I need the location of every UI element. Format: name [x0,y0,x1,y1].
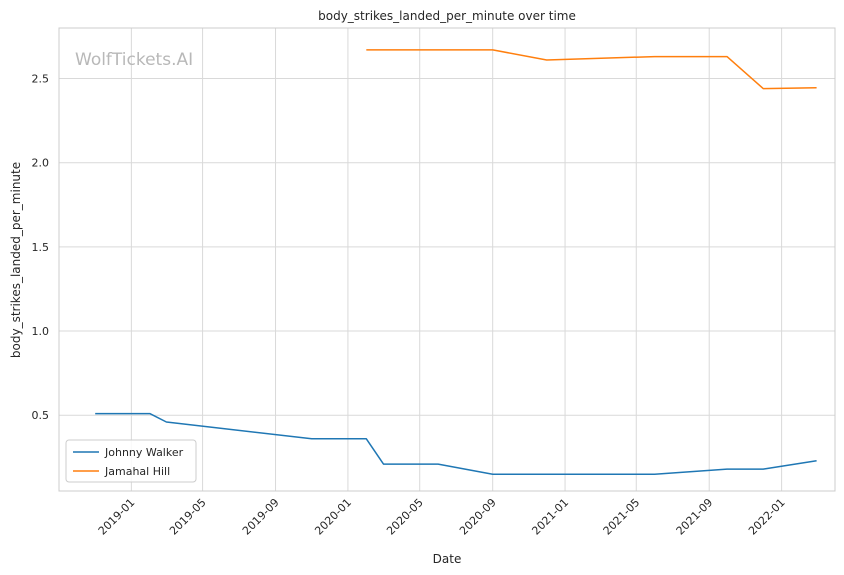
y-tick-label: 1.5 [32,241,50,254]
y-tick-label: 2.5 [32,73,50,86]
legend-label-jamahal-hill: Jamahal Hill [104,465,170,478]
chart-title: body_strikes_landed_per_minute over time [318,9,576,23]
y-tick-label: 1.0 [32,325,50,338]
plot-frame [58,27,836,492]
watermark: WolfTickets.AI [75,50,193,70]
grid [59,28,835,491]
series-lines [95,49,817,475]
x-axis-label: Date [433,552,462,566]
series-line-jamahal-hill [366,49,817,90]
legend: Johnny Walker Jamahal Hill [65,439,197,483]
y-axis-ticks: 0.5 1.0 1.5 2.0 2.5 [32,73,50,423]
legend-label-johnny-walker: Johnny Walker [104,446,184,459]
series-line-johnny-walker [95,412,817,475]
y-tick-label: 2.0 [32,157,50,170]
y-axis-label: body_strikes_landed_per_minute [9,162,23,358]
y-tick-label: 0.5 [32,409,50,422]
